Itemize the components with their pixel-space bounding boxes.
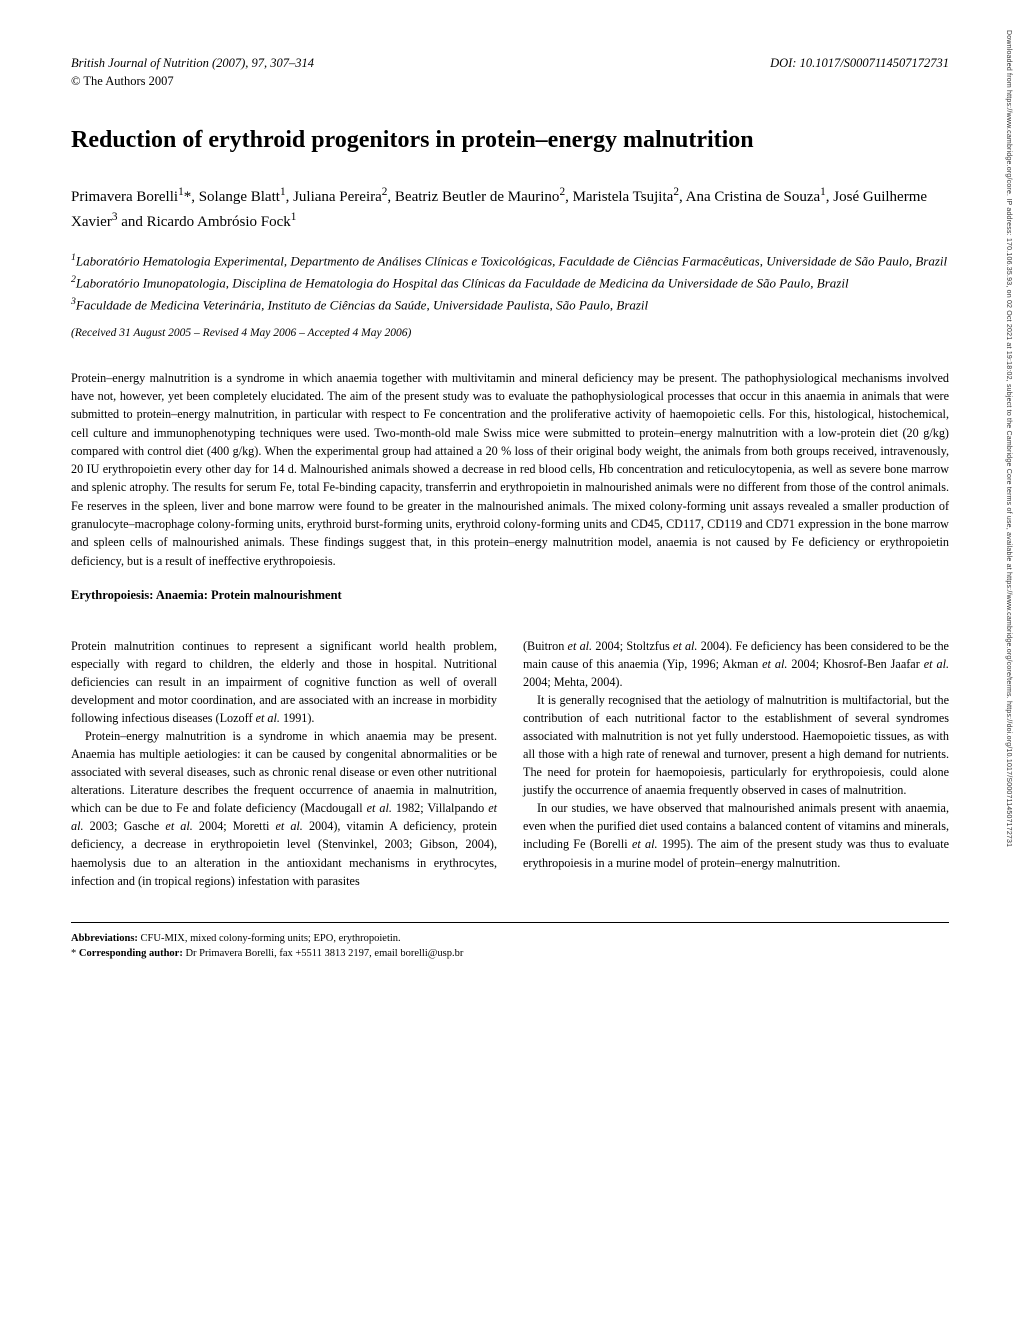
body-paragraph: Protein malnutrition continues to repres… [71,637,497,727]
header-row: British Journal of Nutrition (2007), 97,… [71,56,949,71]
download-sidebar: Downloaded from https://www.cambridge.or… [1005,30,1012,847]
abstract: Protein–energy malnutrition is a syndrom… [71,369,949,570]
right-column: (Buitron et al. 2004; Stoltzfus et al. 2… [523,637,949,890]
footer: Abbreviations: CFU-MIX, mixed colony-for… [71,922,949,963]
body-paragraph: In our studies, we have observed that ma… [523,799,949,871]
article-dates: (Received 31 August 2005 – Revised 4 May… [71,327,949,339]
body-paragraph: Protein–energy malnutrition is a syndrom… [71,727,497,889]
body-paragraph: It is generally recognised that the aeti… [523,691,949,799]
article-title: Reduction of erythroid progenitors in pr… [71,125,949,156]
corresponding-author: * Corresponding author: Dr Primavera Bor… [71,946,949,962]
left-column: Protein malnutrition continues to repres… [71,637,497,890]
journal-citation: British Journal of Nutrition (2007), 97,… [71,56,314,71]
keywords: Erythropoiesis: Anaemia: Protein malnour… [71,588,949,603]
copyright: © The Authors 2007 [71,74,949,89]
body-columns: Protein malnutrition continues to repres… [71,637,949,890]
authors: Primavera Borelli1*, Solange Blatt1, Jul… [71,184,949,233]
abbreviations: Abbreviations: CFU-MIX, mixed colony-for… [71,931,949,947]
affiliation-2: 2Laboratório Imunopatologia, Disciplina … [71,273,949,293]
doi: DOI: 10.1017/S0007114507172731 [770,56,949,71]
affiliation-1: 1Laboratório Hematologia Experimental, D… [71,251,949,271]
body-paragraph: (Buitron et al. 2004; Stoltzfus et al. 2… [523,637,949,691]
affiliation-3: 3Faculdade de Medicina Veterinária, Inst… [71,295,949,315]
